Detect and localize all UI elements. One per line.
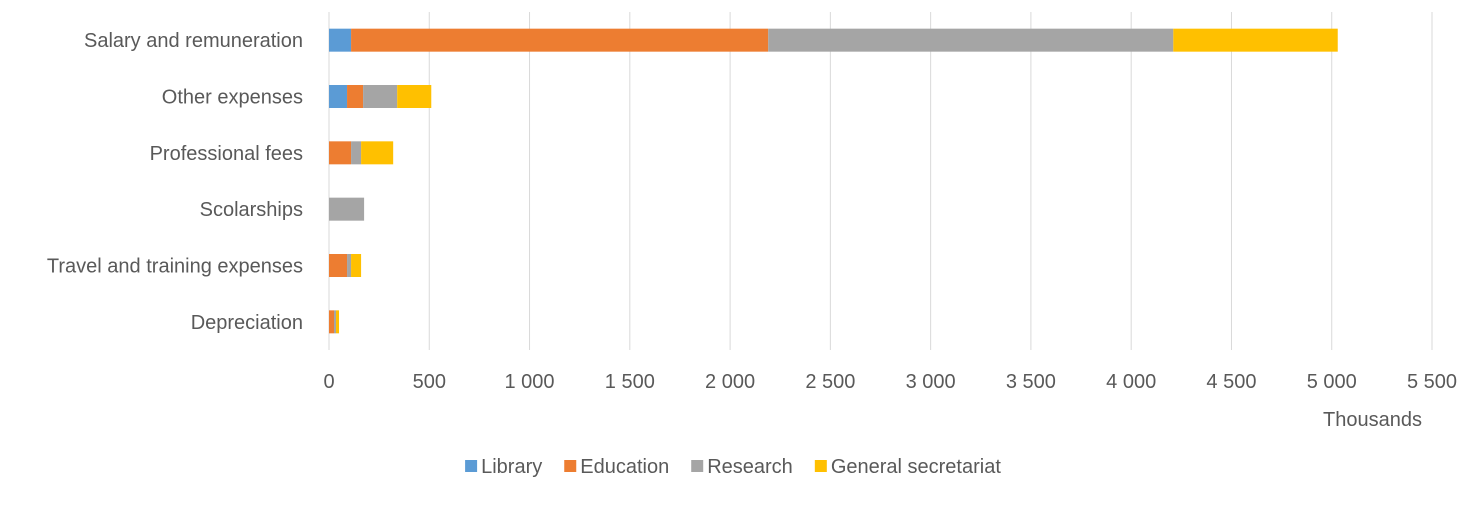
bar-segment bbox=[351, 254, 362, 277]
legend-swatch bbox=[814, 460, 827, 472]
x-tick-label: 4 000 bbox=[1106, 371, 1156, 393]
x-tick-label: 5 000 bbox=[1307, 371, 1357, 393]
bars bbox=[329, 28, 1338, 334]
x-tick-label: 500 bbox=[413, 371, 446, 393]
bar-segment bbox=[347, 254, 352, 277]
axis-unit-label: Thousands bbox=[1323, 409, 1422, 431]
x-tick-label: 1 000 bbox=[505, 371, 555, 393]
x-tick-label: 5 500 bbox=[1407, 371, 1457, 393]
bar-segment bbox=[397, 85, 432, 108]
x-tick-label: 3 000 bbox=[906, 371, 956, 393]
category-label: Scolarships bbox=[200, 199, 303, 221]
legend-swatch bbox=[564, 460, 577, 472]
category-label: Professional fees bbox=[150, 143, 303, 165]
legend-label: Research bbox=[707, 456, 793, 478]
category-label: Depreciation bbox=[191, 312, 303, 334]
legend-swatch bbox=[465, 460, 478, 472]
category-label: Travel and training expenses bbox=[47, 256, 303, 278]
x-tick-label: 0 bbox=[323, 371, 334, 393]
x-tick-label: 2 000 bbox=[705, 371, 755, 393]
gridlines bbox=[328, 12, 1433, 350]
legend-label: Library bbox=[481, 456, 542, 478]
x-tick-label: 4 500 bbox=[1206, 371, 1256, 393]
bar-segment bbox=[1173, 28, 1338, 52]
bar-segment bbox=[363, 85, 398, 108]
x-tick-label: 2 500 bbox=[805, 371, 855, 393]
category-label: Other expenses bbox=[162, 87, 303, 109]
legend-label: Education bbox=[580, 456, 669, 478]
bar-segment bbox=[329, 141, 352, 165]
category-label: Salary and remuneration bbox=[84, 30, 303, 52]
bar-segment bbox=[336, 310, 340, 334]
bar-segment bbox=[329, 197, 365, 221]
legend: Library Education Research General secretar… bbox=[465, 456, 1001, 478]
bar-segment bbox=[329, 254, 348, 277]
bar-segment bbox=[768, 28, 1174, 52]
bar-segment bbox=[334, 310, 337, 334]
bar-segment bbox=[351, 141, 362, 165]
bar-segment bbox=[347, 85, 364, 108]
x-tick-label: 1 500 bbox=[605, 371, 655, 393]
bar-segment bbox=[329, 85, 348, 108]
legend-swatch bbox=[691, 460, 704, 472]
bar-segment bbox=[361, 141, 394, 165]
legend-label: General secretariat bbox=[831, 456, 1002, 478]
bar-segment bbox=[329, 28, 352, 52]
bar-segment bbox=[351, 28, 769, 52]
x-tick-label: 3 500 bbox=[1006, 371, 1056, 393]
bar-segment bbox=[329, 310, 335, 334]
labels: Thousands 0 500 1 000 1 500 2 000 2 500 3 000 3… bbox=[47, 30, 1457, 431]
